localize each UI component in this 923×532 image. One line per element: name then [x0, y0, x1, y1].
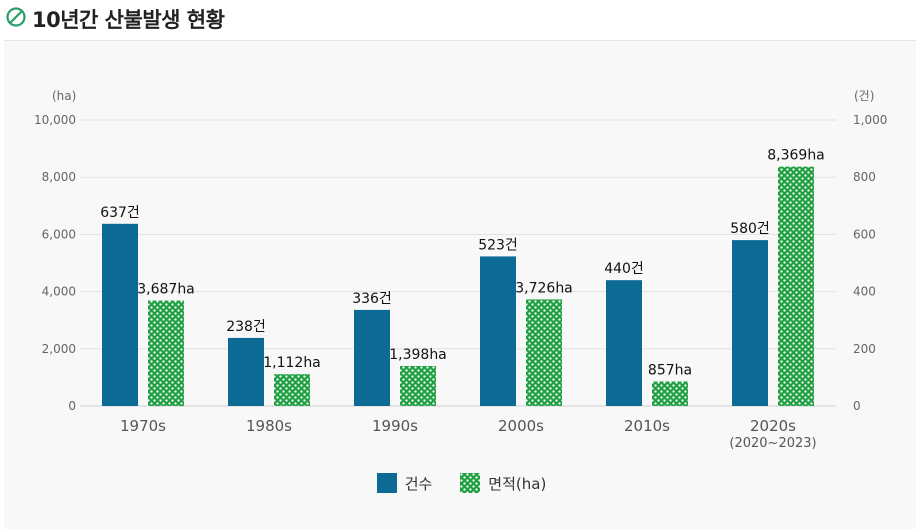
x-tick-label: 1980s	[246, 417, 292, 435]
bar-area	[526, 299, 562, 406]
x-tick-label: 1970s	[120, 417, 166, 435]
data-label-count: 238건	[226, 319, 266, 335]
legend-swatch-area	[460, 473, 481, 493]
y-right-tick-label: 1,000	[853, 113, 887, 127]
y-right-tick-label: 200	[853, 342, 876, 356]
data-label-area: 857ha	[648, 362, 692, 378]
y-right-tick-label: 600	[853, 227, 876, 241]
y-right-unit: (건)	[854, 89, 874, 103]
y-left-unit: (ha)	[52, 89, 76, 103]
y-right-tick-label: 400	[853, 285, 876, 299]
data-label-count: 440건	[604, 261, 644, 277]
data-label-count: 580건	[730, 221, 770, 237]
data-label-area: 3,687ha	[137, 282, 195, 298]
bar-area	[652, 381, 688, 406]
y-right-tick-label: 0	[853, 399, 861, 413]
y-left-tick-label: 6,000	[42, 227, 76, 241]
data-label-area: 8,369ha	[767, 148, 825, 164]
y-left-tick-label: 2,000	[42, 342, 76, 356]
x-tick-label: 1990s	[372, 417, 418, 435]
legend-label-area: 면적(ha)	[488, 474, 547, 493]
data-label-area: 3,726ha	[515, 280, 573, 296]
data-label-count: 336건	[352, 291, 392, 307]
y-left-tick-label: 8,000	[42, 170, 76, 184]
bar-area	[778, 166, 814, 406]
data-label-count: 523건	[478, 237, 518, 253]
y-right-tick-label: 800	[853, 170, 876, 184]
legend-item-area: 면적(ha)	[460, 472, 546, 494]
y-left-tick-label: 10,000	[34, 113, 76, 127]
legend: 건수 면적(ha)	[0, 472, 923, 494]
x-tick-label: 2000s	[498, 417, 544, 435]
data-label-count: 637건	[100, 205, 140, 221]
legend-label-count: 건수	[404, 474, 433, 493]
bar-area	[400, 366, 436, 406]
data-label-area: 1,398ha	[389, 347, 447, 363]
legend-item-count: 건수	[376, 472, 433, 494]
bar-count	[102, 223, 138, 406]
data-label-area: 1,112ha	[263, 355, 321, 371]
y-left-tick-label: 4,000	[42, 285, 76, 299]
y-left-tick-label: 0	[68, 399, 76, 413]
x-tick-label: 2020s	[750, 417, 796, 435]
x-tick-label: (2020~2023)	[729, 436, 816, 451]
bar-area	[148, 300, 184, 406]
leaf-icon	[6, 7, 26, 27]
bar-count	[480, 256, 516, 406]
bar-area	[274, 374, 310, 406]
legend-swatch-count	[376, 473, 397, 493]
bar-count	[606, 280, 642, 406]
x-tick-label: 2010s	[624, 417, 670, 435]
header: 10년간 산불발생 현황	[0, 0, 923, 38]
page-title: 10년간 산불발생 현황	[32, 8, 225, 32]
bar-count	[354, 309, 390, 406]
bar-count	[228, 337, 264, 406]
bar-count	[732, 240, 768, 406]
